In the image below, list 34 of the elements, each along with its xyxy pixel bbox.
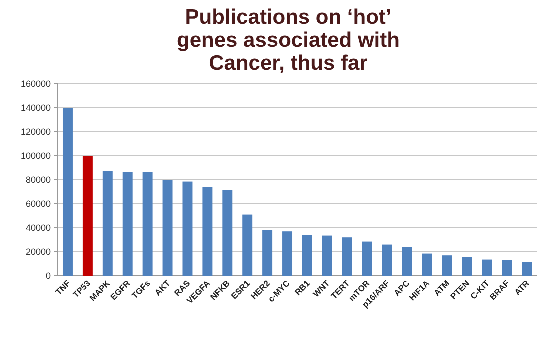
y-tick-label: 80000 [26, 175, 51, 186]
bar [402, 247, 412, 276]
bar [182, 182, 193, 276]
bar [502, 260, 512, 276]
chart-title: Publications on ‘hot’ genes associated with Cancer, thus far [177, 6, 400, 75]
y-tick-label: 120000 [20, 127, 51, 138]
bar [362, 242, 372, 276]
bar [482, 260, 492, 276]
y-tick-label: 100000 [20, 151, 51, 162]
bar [522, 262, 532, 276]
bar [282, 232, 293, 276]
bar [382, 244, 392, 276]
bar [102, 171, 113, 276]
y-tick-label: 160000 [20, 79, 51, 90]
bar [462, 257, 472, 276]
bar [162, 180, 173, 276]
bar [62, 108, 73, 276]
bar [322, 236, 332, 276]
bar [142, 172, 153, 276]
bar [422, 254, 432, 276]
bar [82, 156, 93, 276]
bar [222, 190, 233, 276]
bar [242, 214, 253, 276]
y-tick-label: 0 [46, 271, 51, 282]
bar [342, 238, 352, 276]
bar [302, 235, 312, 276]
bar [122, 172, 133, 276]
y-tick-label: 60000 [26, 199, 51, 210]
y-tick-label: 140000 [20, 103, 51, 114]
y-tick-label: 20000 [26, 247, 51, 258]
bar [262, 230, 273, 276]
y-tick-label: 40000 [26, 223, 51, 234]
bar [442, 256, 452, 276]
bar [202, 187, 213, 276]
